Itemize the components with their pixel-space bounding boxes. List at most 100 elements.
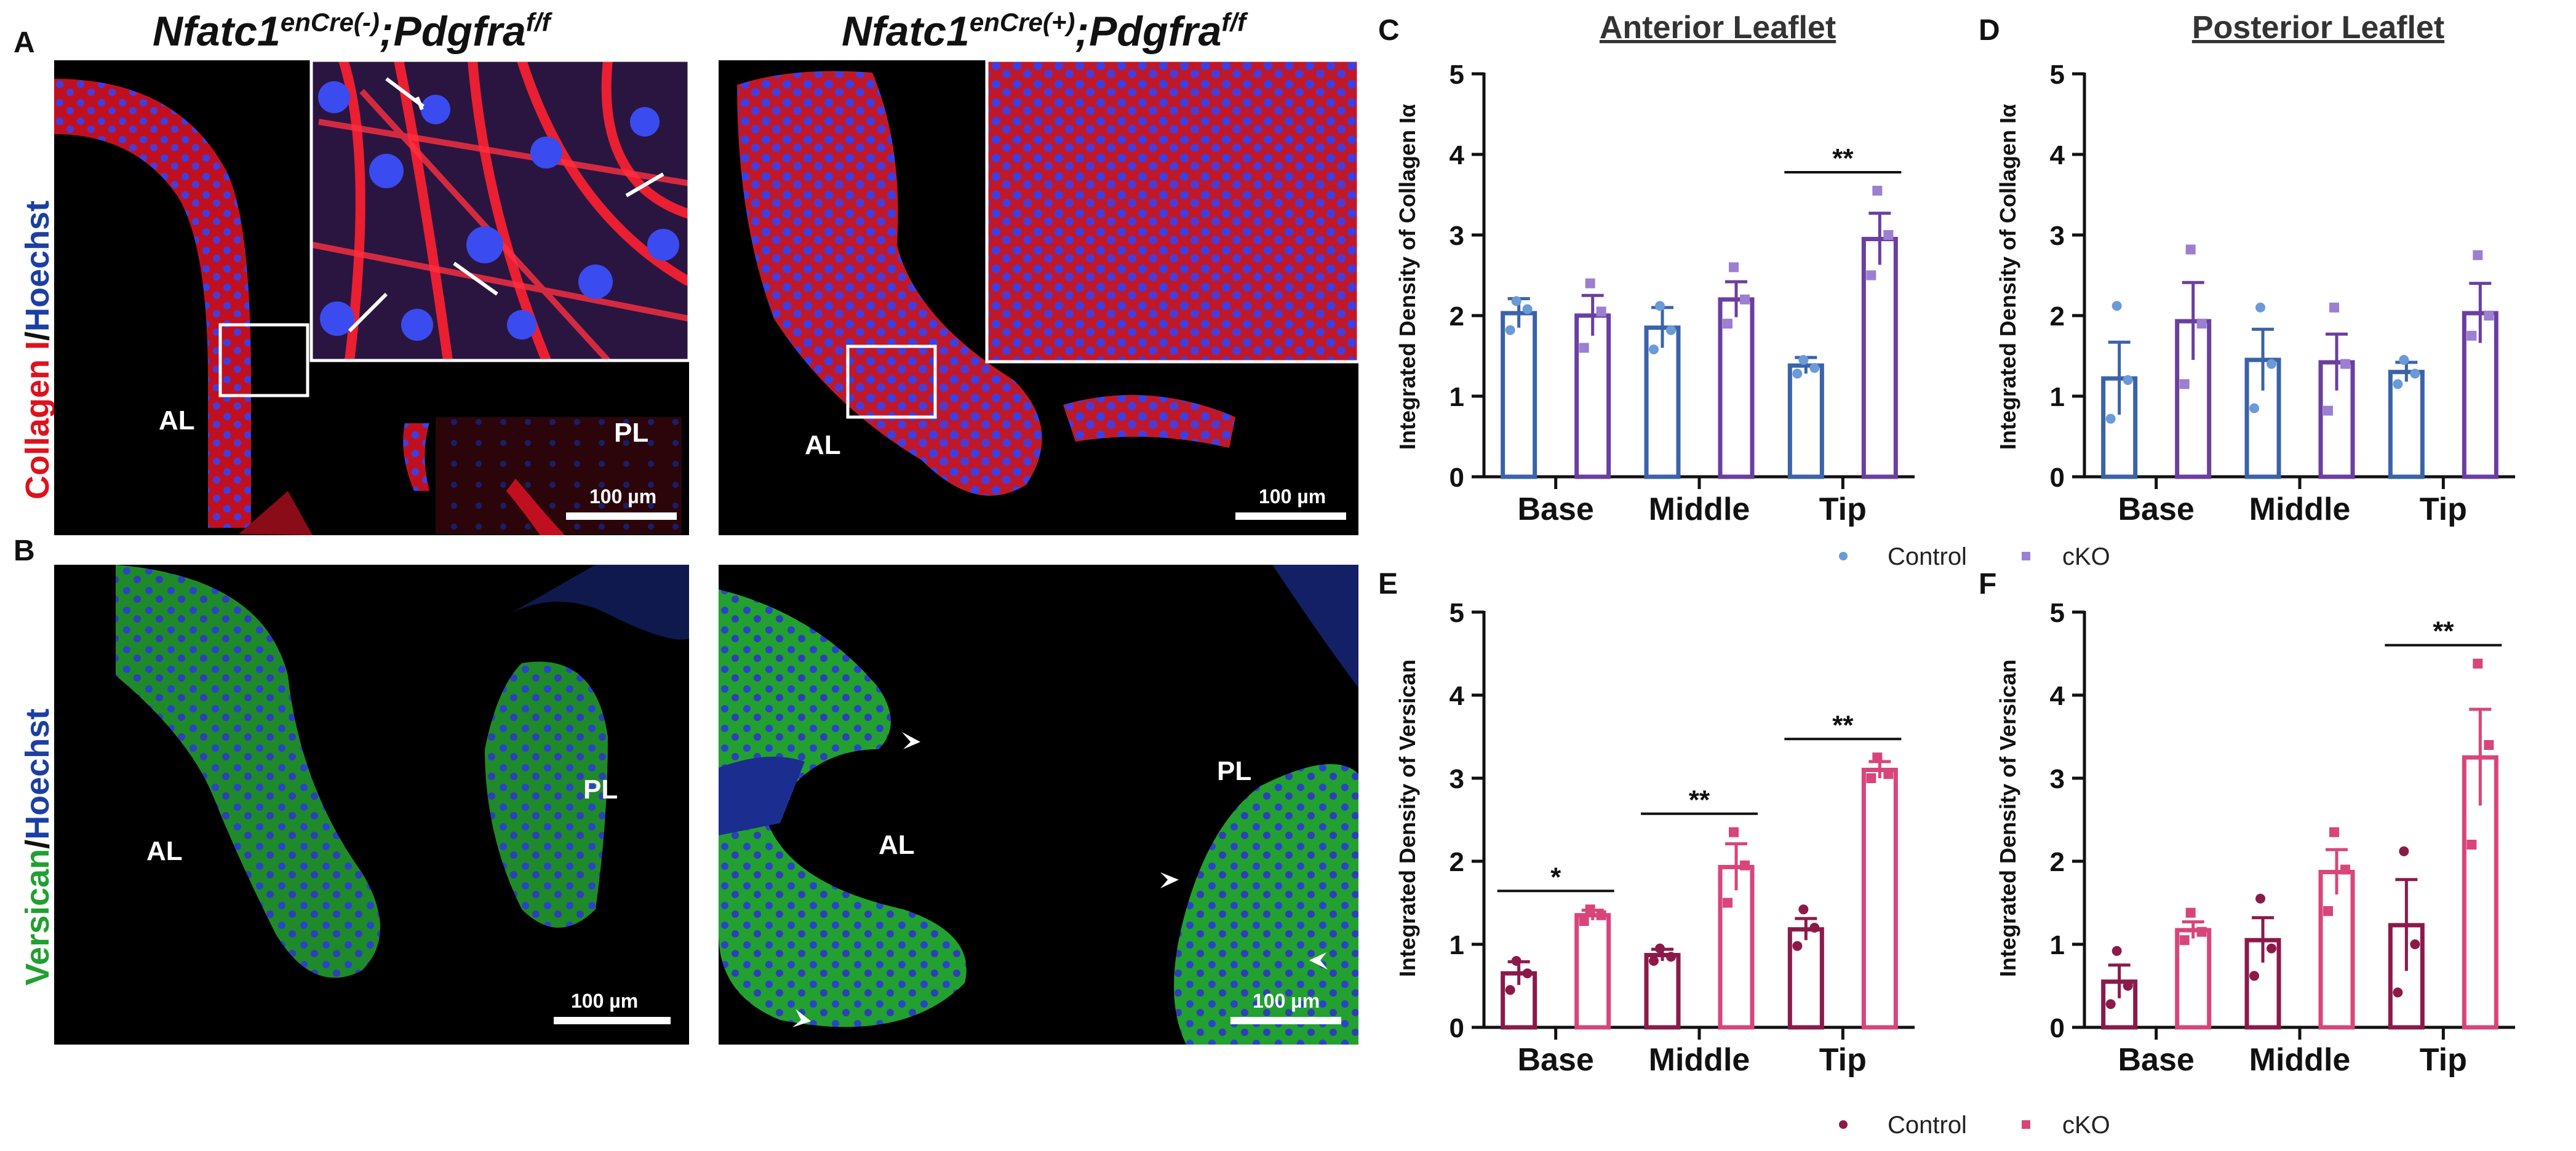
chart-svg: Integrated Density of Versican 0 1 2 3 4 5 Base… — [1395, 598, 1915, 1078]
data-point — [2111, 301, 2122, 311]
x-tick-label: Middle — [2249, 492, 2351, 527]
y-axis-label: Integrated Density of Collagen Iα — [1395, 104, 1420, 450]
data-point — [1666, 952, 1676, 962]
versican-control-micrograph: AL PL 100 µm — [54, 565, 689, 1045]
y-tick-label: 0 — [1449, 463, 1464, 493]
scale-label: 100 µm — [1253, 990, 1320, 1012]
y-tick-label: 2 — [2050, 847, 2065, 877]
data-point — [2340, 864, 2350, 875]
data-point — [1740, 294, 1750, 305]
data-point — [1655, 301, 1665, 311]
y-axis-label: Integrated Density of Versican — [1395, 659, 1420, 977]
pl-label: PL — [1217, 756, 1251, 786]
data-point — [2249, 971, 2259, 981]
chart-anterior-collagen: Anterior Leaflet Integrated Density of Co… — [1378, 0, 1956, 554]
collagen-control-micrograph: AL PL 100 µm — [54, 60, 689, 535]
bar-cko-middle — [2318, 870, 2355, 1030]
chart-title: Posterior Leaflet — [2192, 10, 2444, 46]
data-point — [1729, 827, 1739, 837]
y-tick-label: 5 — [2050, 598, 2065, 628]
y-tick-label: 2 — [2050, 301, 2065, 332]
x-tick-label: Tip — [2420, 492, 2467, 527]
panel-letter-c: C — [1378, 14, 1400, 47]
pl-label: PL — [583, 775, 618, 805]
data-point — [1798, 355, 1809, 365]
data-point — [1729, 262, 1739, 273]
genotype-cko-header: Nfatc1enCre(+);Pdgfraf/f — [842, 7, 1246, 55]
data-point — [1872, 752, 1883, 763]
data-point — [2249, 403, 2259, 413]
data-point — [1740, 860, 1750, 870]
bar-cko-base — [1574, 313, 1611, 479]
panel-letter-d: D — [1979, 14, 2000, 47]
data-point — [2466, 330, 2477, 341]
legend-cko-label: cKO — [2062, 1112, 2110, 1139]
x-tick-label: Middle — [1649, 1042, 1750, 1078]
collagen-cko-inset — [985, 60, 1358, 364]
y-tick-label: 4 — [2050, 140, 2065, 170]
legend-control-marker — [1839, 1120, 1848, 1129]
y-tick-label: 3 — [1449, 221, 1464, 251]
legend-cko-marker — [2022, 552, 2030, 560]
al-label: AL — [146, 836, 183, 866]
x-tick-label: Base — [2118, 1042, 2195, 1078]
collagen-cko-micrograph: AL 100 µm — [719, 60, 1358, 535]
x-tick-label: Base — [1518, 492, 1594, 527]
data-point — [1511, 296, 1521, 306]
data-point — [2255, 893, 2265, 904]
data-point — [1649, 345, 1659, 355]
scale-bar — [554, 1017, 671, 1024]
chart-svg: Anterior Leaflet Integrated Density of Co… — [1395, 10, 1915, 527]
y-tick-label: 1 — [2050, 930, 2065, 960]
x-tick-label: Tip — [2420, 1042, 2467, 1078]
collagen-control-inset — [309, 60, 689, 363]
data-point — [2179, 935, 2190, 946]
bar-cko-tip — [1861, 768, 1898, 1030]
scale-bar — [1230, 1017, 1341, 1024]
x-tick-label: Base — [1518, 1042, 1594, 1078]
data-point — [2185, 907, 2196, 918]
data-point — [1522, 968, 1533, 979]
y-tick-label: 4 — [1449, 681, 1465, 711]
data-point — [2484, 740, 2494, 750]
panel-letter-a: A — [14, 26, 35, 59]
data-point — [2323, 405, 2333, 416]
y-tick-label: 0 — [2050, 463, 2065, 493]
data-point — [2185, 244, 2196, 255]
data-point — [2473, 250, 2483, 260]
data-point — [1585, 278, 1595, 289]
row-label-versican: Versican/Hoechst — [19, 708, 56, 986]
data-point — [1579, 916, 1589, 926]
x-tick-label: Middle — [1649, 492, 1750, 527]
data-point — [2329, 827, 2339, 837]
data-point — [2105, 413, 2116, 424]
y-tick-label: 1 — [1449, 930, 1464, 960]
y-tick-label: 1 — [1449, 382, 1464, 412]
al-label: AL — [879, 830, 915, 860]
legend-cko-marker — [2022, 1120, 2030, 1129]
chart-svg: Posterior Leaflet Integrated Density of C… — [1995, 10, 2515, 527]
chart-title: Anterior Leaflet — [1600, 10, 1836, 46]
data-point — [2111, 946, 2122, 956]
data-point — [1883, 230, 1894, 240]
significance-label: ** — [1832, 143, 1854, 173]
x-tick-label: Base — [2118, 492, 2195, 527]
legend-cko-label: cKO — [2062, 543, 2110, 570]
data-point — [1522, 304, 1533, 314]
al-label: AL — [159, 405, 195, 436]
x-tick-label: Middle — [2249, 1042, 2351, 1078]
data-point — [2466, 840, 2477, 850]
y-tick-label: 1 — [2050, 382, 2065, 412]
y-tick-label: 0 — [2050, 1013, 2065, 1043]
legend-control-label: Control — [1888, 1112, 1967, 1139]
arrowheads — [792, 732, 1328, 1027]
data-point — [1798, 904, 1809, 915]
y-tick-label: 4 — [1449, 140, 1465, 170]
data-point — [1596, 306, 1606, 317]
data-point — [2123, 981, 2133, 991]
data-point — [2267, 943, 2276, 954]
y-tick-label: 3 — [1449, 764, 1464, 794]
data-point — [2410, 368, 2420, 379]
data-point — [2340, 359, 2350, 369]
data-point — [2323, 906, 2333, 916]
